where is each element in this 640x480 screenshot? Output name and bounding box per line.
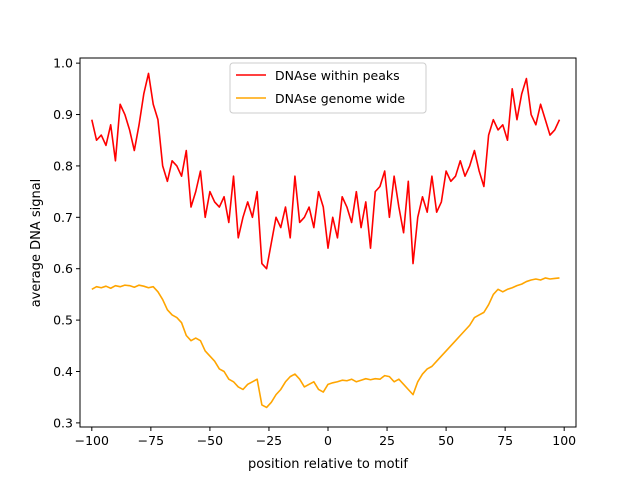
legend: DNAse within peaks DNAse genome wide xyxy=(229,62,427,114)
x-tick-label: 0 xyxy=(324,433,332,448)
x-tick-label: −50 xyxy=(197,433,223,448)
legend-label-genome-wide: DNAse genome wide xyxy=(275,91,405,106)
legend-label-within-peaks: DNAse within peaks xyxy=(275,68,400,83)
x-axis-label: position relative to motif xyxy=(248,457,408,472)
x-tick-label: 100 xyxy=(552,433,576,448)
series-line-within-peaks xyxy=(91,72,561,270)
y-tick-label: 1.0 xyxy=(53,56,73,71)
y-tick-label: 0.8 xyxy=(53,158,73,173)
y-tick-label: 0.5 xyxy=(53,313,73,328)
y-tick-label: 0.3 xyxy=(53,415,73,430)
y-tick-label: 0.7 xyxy=(53,210,73,225)
y-tick-label: 0.9 xyxy=(53,107,73,122)
legend-box xyxy=(229,62,427,114)
y-tick-label: 0.4 xyxy=(53,364,73,379)
x-tick-label: 75 xyxy=(497,433,513,448)
y-tick-label: 0.6 xyxy=(53,261,73,276)
y-axis-label: average DNA signal xyxy=(29,179,44,308)
series-line-genome-wide xyxy=(91,277,560,409)
x-tick-label: −100 xyxy=(75,433,109,448)
x-tick-label: 25 xyxy=(379,433,395,448)
x-tick-label: 50 xyxy=(438,433,454,448)
x-tick-label: −75 xyxy=(138,433,164,448)
y-axis: 0.3 0.4 0.5 0.6 0.7 0.8 0.9 1.0 xyxy=(53,56,80,430)
x-axis: −100 −75 −50 −25 0 25 50 75 100 xyxy=(75,427,576,448)
x-tick-label: −25 xyxy=(256,433,282,448)
